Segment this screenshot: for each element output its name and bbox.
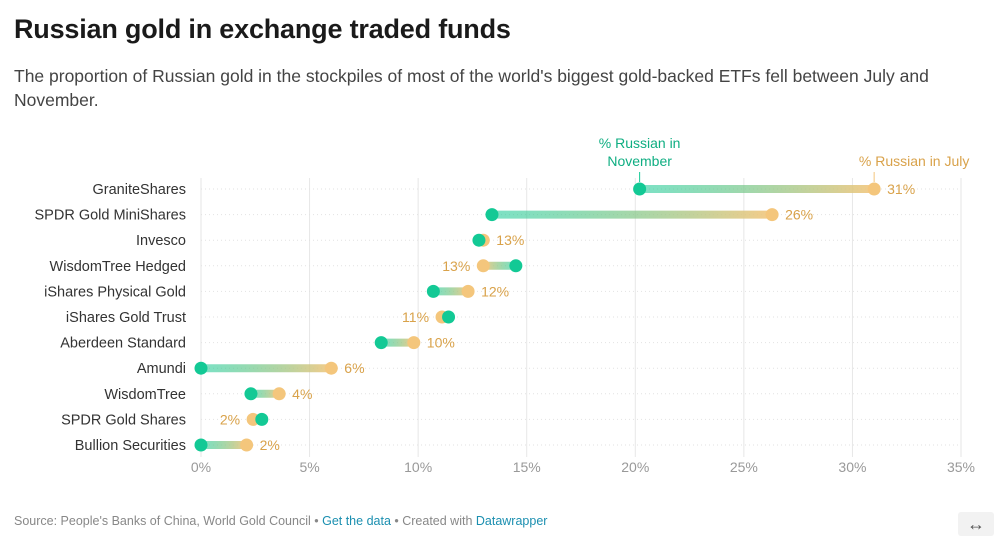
footer-separator: • [310, 514, 323, 528]
november-dot [442, 310, 456, 324]
source-text: Source: People's Banks of China, World G… [14, 514, 311, 528]
gridlines [200, 178, 962, 457]
july-dot [867, 182, 881, 196]
july-dot [272, 387, 286, 401]
row-label: Amundi [137, 361, 186, 377]
row-label: SPDR Gold MiniShares [35, 208, 187, 224]
datawrapper-link[interactable]: Datawrapper [475, 514, 548, 528]
value-label: 6% [344, 360, 364, 376]
expand-icon[interactable]: ↔ [958, 512, 994, 536]
value-label: 2% [220, 411, 240, 427]
created-with-text: • Created with [390, 514, 476, 528]
row-label: iShares Gold Trust [66, 310, 186, 326]
chart-row: SPDR Gold MiniShares 26% [35, 207, 961, 224]
value-label: 13% [442, 258, 470, 274]
legend-label-november: % Russian in [599, 135, 681, 151]
row-label: WisdomTree [104, 387, 186, 403]
november-dot [244, 387, 258, 401]
chart-row: Invesco 13% [136, 232, 961, 249]
november-dot [255, 412, 269, 426]
july-dot [461, 284, 475, 298]
value-label: 10% [427, 335, 455, 351]
july-dot [240, 438, 254, 452]
chart-subtitle: The proportion of Russian gold in the st… [14, 66, 929, 110]
july-dot [407, 336, 421, 350]
row-label: Aberdeen Standard [60, 336, 186, 352]
row-label: WisdomTree Hedged [50, 259, 186, 275]
x-tick-label: 30% [838, 459, 866, 475]
dot-range-chart: % Russian in November % Russian in July Gr… [35, 135, 976, 475]
value-label: 26% [785, 207, 813, 223]
x-tick-label: 5% [299, 459, 319, 475]
footer: Source: People's Banks of China, World G… [14, 514, 547, 528]
row-label: GraniteShares [93, 182, 187, 198]
november-dot [485, 208, 499, 222]
value-label: 12% [481, 283, 509, 299]
chart-row: SPDR Gold Shares 2% [61, 411, 961, 428]
chart-row: iShares Physical Gold 12% [44, 283, 961, 300]
chart-title: Russian gold in exchange traded funds [14, 14, 511, 44]
x-tick-label: 15% [513, 459, 541, 475]
november-dot [374, 336, 388, 350]
x-tick-label: 25% [730, 459, 758, 475]
november-dot [194, 438, 208, 452]
november-dot [426, 284, 440, 298]
row-label: Invesco [136, 233, 186, 249]
value-label: 13% [496, 232, 524, 248]
chart-rows: GraniteShares 31% SPDR Gold MiniShares 26% I… [35, 181, 961, 454]
value-label: 11% [402, 309, 429, 325]
value-label: 4% [292, 386, 312, 402]
legend-label-november: November [607, 153, 672, 169]
x-tick-label: 10% [404, 459, 432, 475]
july-dot [476, 259, 490, 273]
legend-label-july: % Russian in July [859, 153, 970, 169]
chart-row: Aberdeen Standard 10% [60, 335, 961, 352]
november-dot [194, 361, 208, 375]
chart-row: WisdomTree 4% [104, 386, 961, 403]
chart-row: iShares Gold Trust 11% [66, 309, 961, 326]
chart-row: GraniteShares 31% [93, 181, 961, 198]
november-dot [633, 182, 647, 196]
row-label: Bullion Securities [75, 438, 186, 454]
row-label: iShares Physical Gold [44, 284, 186, 300]
chart-row: WisdomTree Hedged 13% [50, 258, 961, 275]
july-dot [765, 208, 779, 222]
row-label: SPDR Gold Shares [61, 412, 186, 428]
july-dot [324, 361, 338, 375]
chart-row: Bullion Securities 2% [75, 437, 961, 454]
november-dot [509, 259, 523, 273]
legend: % Russian in November % Russian in July [599, 135, 970, 182]
x-tick-label: 20% [621, 459, 649, 475]
x-axis: 0% 5% 10% 15% 20% 25% 30% 35% [191, 459, 975, 475]
x-tick-label: 0% [191, 459, 211, 475]
value-label: 2% [260, 437, 280, 453]
chart-row: Amundi 6% [137, 360, 961, 377]
november-dot [472, 233, 486, 247]
x-tick-label: 35% [947, 459, 975, 475]
get-the-data-link[interactable]: Get the data [322, 514, 391, 528]
value-label: 31% [887, 181, 915, 197]
